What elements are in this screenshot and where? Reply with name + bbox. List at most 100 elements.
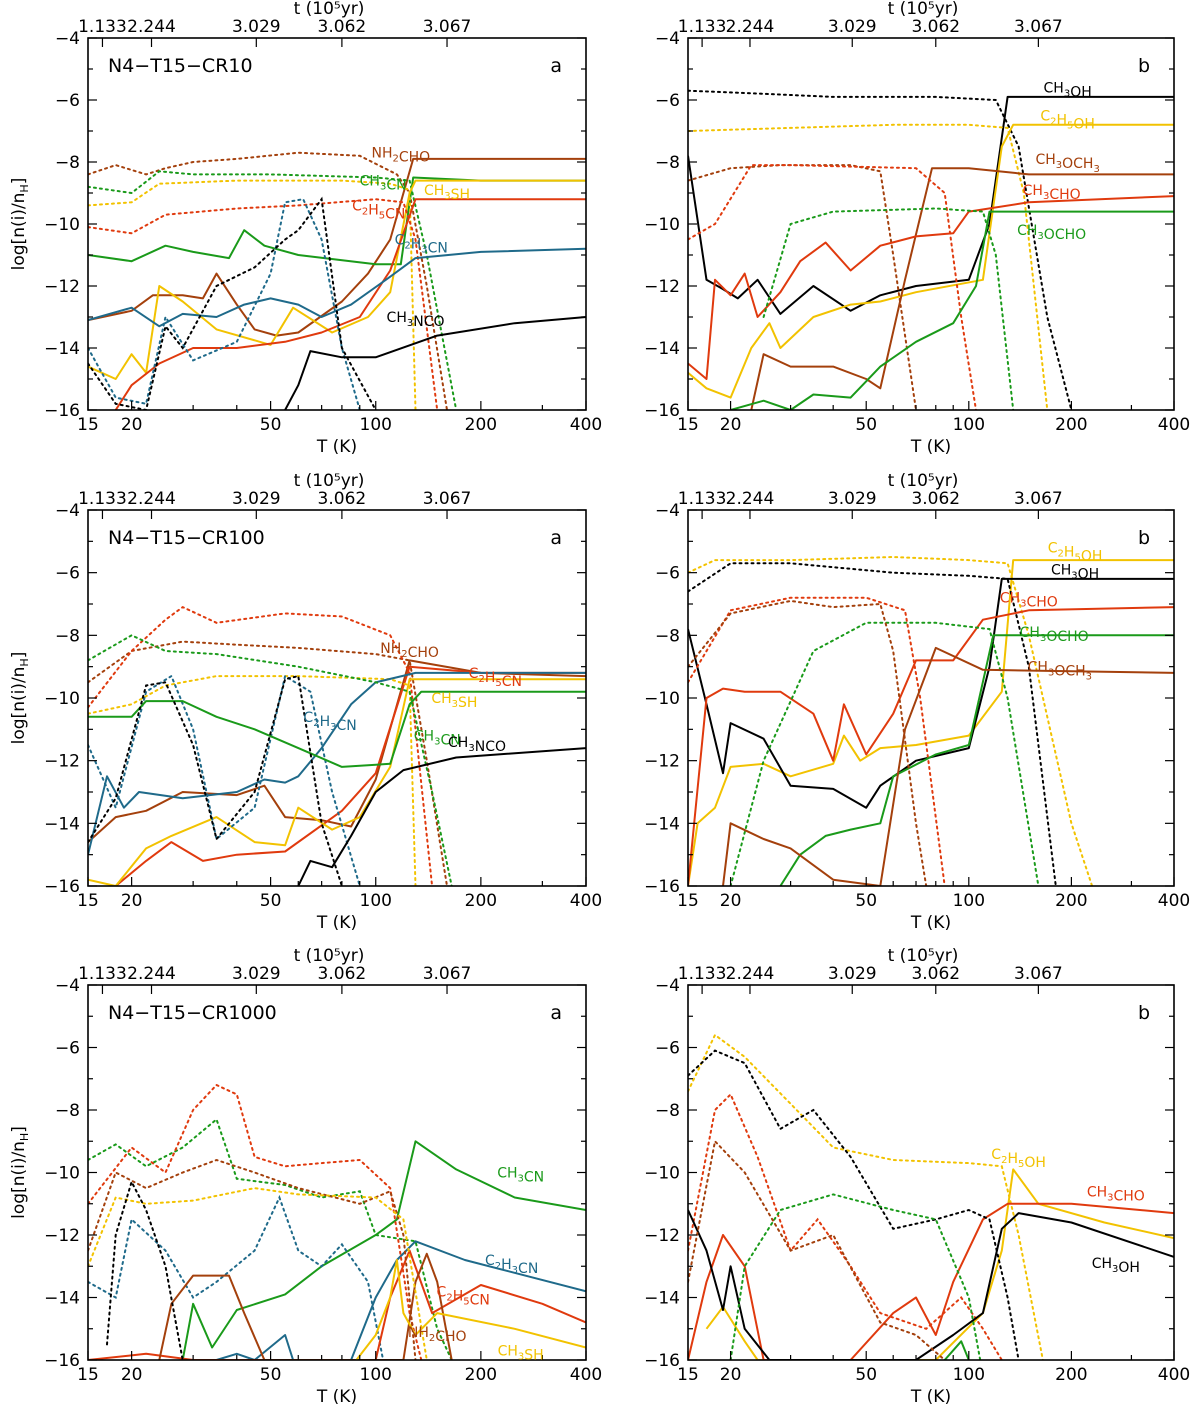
series-ch3och3-ice-line xyxy=(688,599,928,886)
x-tick-label: 200 xyxy=(1055,415,1087,435)
series-label-ch3oh: CH3OH xyxy=(1044,81,1092,101)
x-axis-label: T (K) xyxy=(316,1387,357,1407)
series-nh2cho-gas-line xyxy=(158,1252,453,1360)
series-ch3oh-ice-line xyxy=(688,1049,1020,1360)
x-tick-label: 100 xyxy=(953,1365,985,1385)
x-tick-label: 100 xyxy=(360,415,392,435)
series-c2h3cn-ice-line xyxy=(88,198,361,410)
series-ch3sh-gas-line xyxy=(88,678,586,886)
series-ch3cho-ice-line xyxy=(688,1092,1003,1360)
series-ch3oh-gas-line xyxy=(688,1209,1174,1360)
series-c2h5oh-ice-line xyxy=(688,1033,1044,1360)
top-tick-label: 3.062 xyxy=(318,17,367,37)
series-ch3nco-ice-line xyxy=(88,674,343,886)
series-nh2cho-ice-line xyxy=(88,1158,417,1360)
top-tick-label: 2.244 xyxy=(726,17,775,37)
series-c2h5oh-gas-line xyxy=(688,559,1174,886)
y-tick-label: −8 xyxy=(655,1101,680,1121)
top-tick-label: 1.133 xyxy=(78,489,127,509)
x-axis-label: T (K) xyxy=(910,913,951,933)
panel-cr100-a: 15 20 50 100 200 400 −4 −6 −8 −10 −12 −14 −16 1.133 2.… xyxy=(9,471,602,933)
series-ch3ocho-gas-line xyxy=(943,1340,970,1360)
series-ch3cho-gas-line xyxy=(688,606,1174,886)
y-tick-label: −14 xyxy=(44,1289,80,1309)
top-tick-label: 3.029 xyxy=(232,489,281,509)
series-group xyxy=(688,89,1174,410)
y-tick-label: −6 xyxy=(55,564,80,584)
series-ch3cn-gas-line xyxy=(181,1140,586,1360)
top-tick-label: 3.062 xyxy=(911,489,960,509)
series-group xyxy=(88,151,586,410)
series-c2h5oh-ice-line xyxy=(688,123,1049,410)
x-tick-label: 20 xyxy=(720,415,742,435)
top-tick-label: 3.067 xyxy=(423,17,472,37)
series-ch3sh-gas-line xyxy=(355,1259,586,1360)
series-c2h5cn-ice-line xyxy=(88,1083,423,1360)
series-label-ch3oh: CH3OH xyxy=(1051,563,1099,583)
series-ch3ocho-ice-line xyxy=(729,1193,982,1360)
series-ch3cn-ice-line xyxy=(88,1117,453,1360)
top-axis-label: t (10⁵yr) xyxy=(294,946,365,966)
series-label-ch3cho: CH3CHO xyxy=(1000,591,1058,611)
top-tick-label: 3.029 xyxy=(828,964,877,984)
x-tick-label: 50 xyxy=(855,891,877,911)
y-tick-label: −10 xyxy=(44,1164,80,1184)
series-ch3ocho-gas-line xyxy=(730,210,1174,410)
series-label-c2h5oh: C2H5OH xyxy=(991,1147,1046,1171)
series-label-c2h5cn: C2H5CN xyxy=(352,198,405,222)
series-c2h5oh-gas-line xyxy=(688,123,1174,399)
y-tick-label: −12 xyxy=(644,277,680,297)
series-group xyxy=(688,555,1174,886)
y-tick-label: −14 xyxy=(644,1289,680,1309)
series-label-nh2cho: NH2CHO xyxy=(371,146,430,166)
x-tick-label: 100 xyxy=(360,891,392,911)
x-tick-label: 200 xyxy=(1055,1365,1087,1385)
y-tick-label: −10 xyxy=(44,689,80,709)
top-tick-label: 3.029 xyxy=(828,489,877,509)
y-tick-label: −4 xyxy=(655,29,680,49)
x-tick-label: 15 xyxy=(77,891,99,911)
series-ch3cho-gas-line xyxy=(688,1202,1174,1360)
series-label-ch3cho: CH3CHO xyxy=(1023,183,1081,203)
series-ch3och3-ice-line xyxy=(688,1139,946,1360)
x-tick-label: 20 xyxy=(720,1365,742,1385)
series-label-ch3cho: CH3CHO xyxy=(1087,1184,1145,1204)
x-tick-label: 200 xyxy=(465,891,497,911)
x-axis-label: T (K) xyxy=(316,913,357,933)
top-tick-label: 3.067 xyxy=(1014,489,1063,509)
x-tick-label: 20 xyxy=(121,1365,143,1385)
panel-cr1000-a: 15 20 50 100 200 400 −4 −6 −8 −10 −12 −14 −16 1.133 2.… xyxy=(9,946,602,1407)
series-label-ch3ocho: CH3OCHO xyxy=(1017,223,1086,243)
series-label-c2h3cn: C2H3CN xyxy=(395,233,448,257)
series-c2h3cn-gas-line xyxy=(88,247,586,328)
series-label-nh2cho: NH2CHO xyxy=(408,1325,467,1345)
series-ch3nco-ice-line xyxy=(106,1179,184,1360)
top-tick-label: 3.067 xyxy=(1014,964,1063,984)
y-tick-label: −12 xyxy=(644,752,680,772)
top-axis-label: t (10⁵yr) xyxy=(888,471,959,491)
panel-letter: b xyxy=(1138,1002,1150,1024)
top-tick-label: 3.062 xyxy=(318,964,367,984)
top-tick-label: 3.029 xyxy=(828,17,877,37)
series-ch3cn-ice-line xyxy=(88,170,458,410)
series-group xyxy=(688,1033,1174,1360)
y-tick-label: −12 xyxy=(44,277,80,297)
series-label-ch3cn: CH3CN xyxy=(497,1166,544,1186)
series-label-ch3sh: CH3SH xyxy=(431,691,477,711)
x-tick-label: 50 xyxy=(260,1365,282,1385)
top-tick-label: 1.133 xyxy=(678,17,727,37)
y-tick-label: −4 xyxy=(55,29,80,49)
series-ch3nco-ice-line xyxy=(88,196,377,410)
top-axis-label: t (10⁵yr) xyxy=(294,0,365,19)
panel-letter: a xyxy=(550,55,562,77)
panel-letter: b xyxy=(1138,55,1150,77)
series-ch3sh-ice-line xyxy=(88,179,417,410)
top-tick-label: 3.029 xyxy=(232,17,281,37)
series-label-ch3sh: CH3SH xyxy=(424,183,470,203)
y-axis-label: log[n(i)/nH] xyxy=(9,652,31,745)
series-ch3nco-gas-line xyxy=(297,747,586,886)
y-tick-label: −8 xyxy=(655,153,680,173)
y-tick-label: −16 xyxy=(644,1351,680,1371)
series-group xyxy=(88,1083,586,1360)
